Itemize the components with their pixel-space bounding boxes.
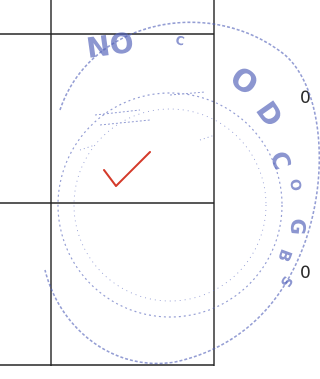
svg-text:S: S — [276, 273, 295, 290]
svg-text:C: C — [264, 147, 296, 173]
signature-check-icon — [103, 151, 151, 187]
table-cell-value: 0 — [300, 263, 311, 283]
svg-text:C: C — [174, 33, 185, 48]
svg-text:D: D — [249, 95, 289, 133]
svg-text:O: O — [286, 178, 304, 193]
svg-text:G: G — [286, 218, 311, 236]
svg-text:NO: NO — [84, 26, 135, 65]
svg-text:O: O — [223, 60, 264, 103]
table-cell-value: 0 — [300, 88, 311, 108]
svg-text:B: B — [274, 247, 296, 265]
